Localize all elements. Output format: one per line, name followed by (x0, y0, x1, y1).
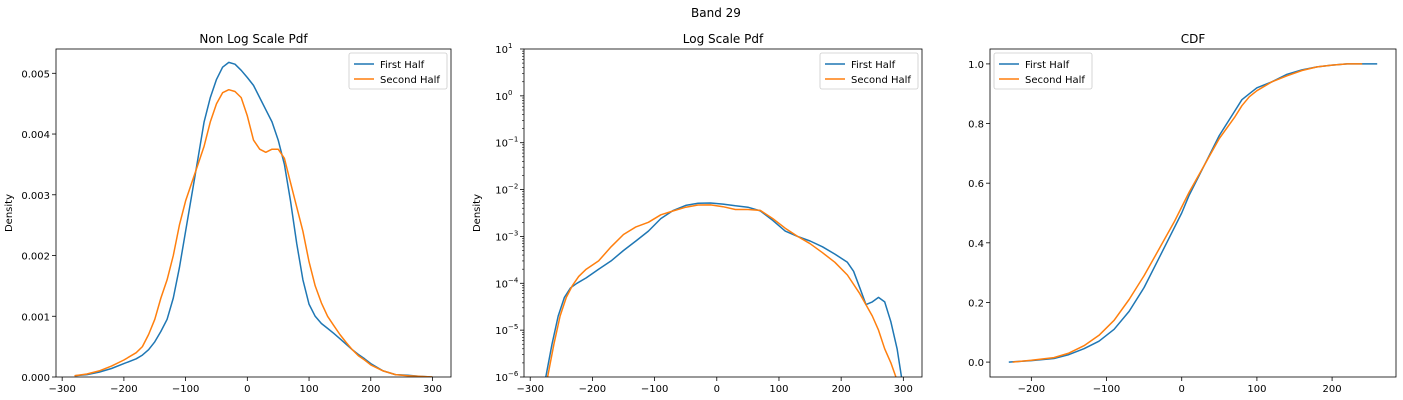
y-tick-label: 1.0 (968, 60, 984, 71)
y-tick-label: 0.004 (21, 130, 50, 141)
x-tick-label: −100 (641, 384, 668, 395)
series-line-second-half (1012, 63, 1363, 363)
x-tick-label: −300 (48, 384, 75, 395)
axes-frame (989, 48, 1397, 378)
legend-label: First Half (851, 60, 896, 71)
legend-label: Second Half (380, 75, 440, 86)
y-tick-label: 0.002 (21, 252, 50, 263)
y-tick-label: 0.4 (968, 239, 984, 250)
x-tick-label: −200 (110, 384, 137, 395)
legend-box (348, 52, 448, 90)
legend-label: Second Half (851, 75, 911, 86)
axes-frame (55, 48, 452, 378)
x-tick-label: 0 (244, 384, 250, 395)
y-tick-base: 10 (495, 139, 508, 150)
x-tick-label: 100 (300, 384, 319, 395)
y-tick-base: 10 (495, 45, 508, 56)
y-tick-label: 0.000 (21, 373, 50, 384)
legend-label: Second Half (1025, 75, 1085, 86)
axes-frame (523, 48, 923, 378)
subplot-title: Log Scale Pdf (683, 32, 764, 46)
x-tick-label: 200 (361, 384, 380, 395)
legend-box (819, 52, 919, 90)
subplot-3: −200 −100 0 100 200 0.0 0.2 0.4 0.6 0.8 1.0 CDF Firs… (968, 32, 1397, 395)
y-tick-base: 10 (495, 373, 508, 384)
y-tick-exponent: 0 (508, 89, 512, 97)
y-tick-base: 10 (495, 92, 508, 103)
y-tick-label: 10 (495, 279, 508, 290)
y-tick-exponent: −3 (508, 229, 518, 237)
x-tick-label: 300 (423, 384, 442, 395)
subplots: −300 −200 −100 0 100 200 3000.0000.0010.0020.0… (4, 32, 1397, 395)
y-axis-label: Density (4, 194, 15, 232)
x-tick-label: −100 (1093, 384, 1120, 395)
y-tick-label: 10 (495, 232, 508, 243)
y-tick-base: 10 (495, 326, 508, 337)
subplot-2: −300 −200 −100 0 100 200 30010−610−510−410−310… (472, 32, 923, 395)
legend: First Half Second Half (819, 52, 919, 90)
x-tick-label: 100 (769, 384, 788, 395)
y-tick-label: 0.8 (968, 120, 984, 131)
y-tick-label: 0.005 (21, 69, 50, 80)
y-tick-base: 10 (495, 186, 508, 197)
series-line-second-half (546, 204, 897, 377)
y-tick-exponent: −6 (508, 370, 519, 378)
y-tick-base: 10 (495, 279, 508, 290)
figure-suptitle: Band 29 (691, 6, 741, 20)
y-tick-label: 10 (495, 373, 508, 384)
y-tick-exponent: −4 (508, 276, 519, 284)
subplot-1: −300 −200 −100 0 100 200 300 0.000 0.001 0.002 0.0… (4, 32, 452, 395)
x-tick-label: 300 (894, 384, 913, 395)
x-tick-label: 0 (714, 384, 720, 395)
subplot-title: CDF (1181, 32, 1206, 46)
series-line-first-half (545, 202, 903, 377)
y-tick-exponent: −5 (508, 323, 518, 331)
x-tick-label: 0 (1179, 384, 1185, 395)
series-line-first-half (1008, 63, 1378, 363)
x-tick-label: −300 (516, 384, 543, 395)
y-tick-label: 0.6 (968, 179, 984, 190)
y-tick-exponent: −1 (508, 136, 518, 144)
x-tick-label: −200 (579, 384, 606, 395)
x-tick-label: −100 (172, 384, 199, 395)
y-tick-label: 0.003 (21, 191, 50, 202)
series-line-first-half (74, 61, 433, 377)
y-axis-label: Density (472, 194, 483, 232)
legend-label: First Half (1025, 60, 1070, 71)
y-tick-label: 10 (495, 45, 508, 56)
y-tick-label: 10 (495, 139, 508, 150)
legend-label: First Half (380, 60, 425, 71)
series-line-second-half (74, 88, 433, 377)
y-tick-exponent: 1 (508, 42, 512, 50)
y-tick-label: 10 (495, 186, 508, 197)
y-tick-exponent: −2 (508, 183, 518, 191)
x-tick-label: 200 (1323, 384, 1342, 395)
x-tick-label: 100 (1247, 384, 1266, 395)
x-tick-label: 200 (832, 384, 851, 395)
legend-box (993, 52, 1093, 90)
y-tick-label: 10 (495, 326, 508, 337)
y-tick-label: 0.001 (21, 312, 50, 323)
x-tick-label: −200 (1018, 384, 1045, 395)
legend: First Half Second Half (348, 52, 448, 90)
y-tick-label: 0.2 (968, 298, 984, 309)
y-tick-base: 10 (495, 232, 508, 243)
y-tick-label: 10 (495, 92, 508, 103)
subplot-title: Non Log Scale Pdf (199, 32, 308, 46)
y-tick-label: 0.0 (968, 358, 984, 369)
legend: First Half Second Half (993, 52, 1093, 90)
